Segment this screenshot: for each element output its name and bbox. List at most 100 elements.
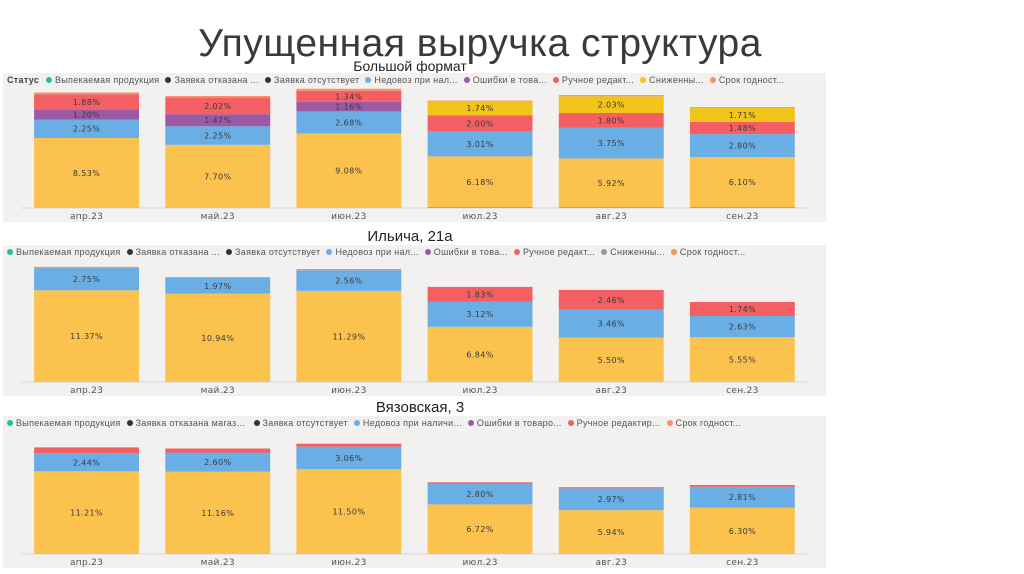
legend-item[interactable]: Снижeнны... — [601, 247, 665, 257]
bar-segment-ошибки-в-товаре[interactable] — [34, 109, 139, 120]
bar-segment-недовоз-при-наличии[interactable] — [165, 452, 271, 472]
legend-item[interactable]: Ошибки в товаро... — [467, 418, 562, 428]
bar-segment-выпекаемая-продукция[interactable] — [689, 207, 795, 208]
bar-segment-недовоз-при-наличии[interactable] — [558, 488, 664, 511]
legend-item[interactable]: Недовоз при нал... — [365, 75, 457, 85]
bar-segment-недовоз-при-наличии[interactable] — [427, 301, 533, 327]
bar-segment-заявка-отсутствует[interactable] — [689, 337, 795, 382]
legend-item[interactable]: Заявка отказана ... — [126, 247, 221, 257]
bar-segment-ручное-редактирование[interactable] — [689, 302, 795, 316]
bar-segment-заявка-отсутствует[interactable] — [558, 337, 664, 382]
bar-segment-недовоз-при-наличии[interactable] — [34, 268, 139, 291]
bar-segment-ручное-редактирование[interactable] — [558, 487, 664, 489]
legend-item[interactable]: Заявка отказана ... — [165, 75, 259, 85]
legend-item[interactable]: Заявка отказана магази... — [126, 418, 248, 428]
bar-segment-недовоз-при-наличии[interactable] — [689, 316, 795, 338]
bar-segment-ручное-редактирование[interactable] — [34, 447, 139, 454]
bar-segment-срок-годности[interactable] — [165, 277, 271, 278]
legend-item[interactable]: Заявка отсутствует — [264, 75, 359, 85]
legend-item[interactable]: Недовоз при нал... — [326, 247, 418, 257]
bar-segment-ручное-редактирование[interactable] — [427, 115, 533, 132]
legend-item[interactable]: Недовоз при наличи... — [353, 418, 462, 428]
bar-segment-сниженные[interactable] — [427, 101, 533, 116]
bar-segment-срок-годности[interactable] — [165, 96, 271, 98]
bar-segment-срок-годности[interactable] — [34, 92, 139, 95]
bar-segment-недовоз-при-наличии[interactable] — [558, 309, 664, 338]
bar-segment-заявка-отсутствует[interactable] — [689, 157, 795, 208]
bar-segment-ручное-редактирование[interactable] — [296, 443, 402, 447]
data-label: 2.97% — [598, 495, 625, 504]
bar-segment-недовоз-при-наличии[interactable] — [165, 277, 271, 294]
bar-segment-ручное-редактирование[interactable] — [34, 94, 139, 110]
legend-item[interactable]: Ручное редакт... — [552, 75, 634, 85]
bar-segment-недовоз-при-наличии[interactable] — [296, 270, 402, 291]
bar-segment-недовоз-при-наличии[interactable] — [689, 134, 795, 158]
bar-segment-ручное-редактирование[interactable] — [558, 289, 664, 310]
bar-segment-заявка-отсутствует[interactable] — [296, 469, 402, 554]
bar-segment-заявка-отсутствует[interactable] — [34, 471, 139, 554]
legend-item[interactable]: Выпекаемая продукция — [45, 75, 160, 85]
legend-item[interactable]: Срок годност... — [666, 418, 742, 428]
bar-segment-срок-годности[interactable] — [689, 107, 795, 108]
bar-segment-сниженные[interactable] — [689, 107, 795, 122]
bar-segment-срок-годности[interactable] — [296, 269, 402, 271]
bar-segment-заявка-отсутствует[interactable] — [558, 158, 664, 208]
bar-segment-ручное-редактирование[interactable] — [296, 90, 402, 102]
bar-segment-выпекаемая-продукция[interactable] — [427, 207, 533, 208]
legend-item[interactable]: Ручное редакт... — [513, 247, 595, 257]
legend-item[interactable]: Сниженны... — [640, 75, 704, 85]
bar-segment-ручное-редактирование[interactable] — [165, 448, 271, 453]
legend-dot-icon — [7, 420, 13, 426]
chart-panel-vyazovskaya: Выпекаемая продукция Заявка отказана мага… — [3, 416, 826, 568]
bar-segment-недовоз-при-наличии[interactable] — [34, 453, 139, 472]
bar-segment-заявка-отсутствует[interactable] — [689, 507, 795, 555]
bar-segment-недовоз-при-наличии[interactable] — [296, 446, 402, 470]
bar-segment-ручное-редактирование[interactable] — [427, 286, 533, 302]
legend-item[interactable]: Ошибки в това... — [463, 75, 547, 85]
legend-item[interactable]: Заявка отсутствует — [253, 418, 348, 428]
bar-segment-срок-годности[interactable] — [34, 266, 139, 269]
bar-segment-заявка-отсутствует[interactable] — [296, 133, 402, 208]
bar-segment-срок-годности[interactable] — [296, 88, 402, 91]
bar-segment-срок-годности[interactable] — [427, 100, 533, 102]
bar-segment-ручное-редактирование[interactable] — [558, 113, 664, 128]
legend-item[interactable]: Выпекаемая продукция — [7, 247, 121, 257]
legend-item[interactable]: Срок годност... — [709, 75, 785, 85]
bar-segment-недовоз-при-наличии[interactable] — [558, 127, 664, 159]
legend-item[interactable]: Ошибки в това... — [424, 247, 508, 257]
bar-segment-ошибки-в-товаре[interactable] — [296, 101, 402, 112]
chart-panel-ilicha: Выпекаемая продукция Заявка отказана ... З… — [3, 245, 826, 396]
bar-segment-сниженные[interactable] — [558, 96, 664, 113]
bar-segment-срок-годности[interactable] — [558, 95, 664, 97]
legend-item[interactable]: Выпекаемая продукция — [7, 418, 121, 428]
bar-segment-недовоз-при-наличии[interactable] — [34, 119, 139, 139]
data-label: 1.71% — [729, 111, 756, 120]
bar-segment-заявка-отсутствует[interactable] — [165, 471, 271, 554]
bar-segment-недовоз-при-наличии[interactable] — [427, 131, 533, 157]
bar-segment-заявка-отсутствует[interactable] — [427, 156, 533, 208]
bar-segment-ошибки-в-товаре[interactable] — [165, 114, 271, 127]
bar-segment-ручное-редактирование[interactable] — [165, 97, 271, 115]
bar-segment-недовоз-при-наличии[interactable] — [296, 111, 402, 134]
bar-segment-заявка-отсутствует[interactable] — [34, 290, 139, 382]
bar-segment-заявка-отсутствует[interactable] — [165, 144, 271, 208]
bar-segment-выпекаемая-продукция[interactable] — [558, 207, 664, 208]
data-label: 11.29% — [332, 333, 365, 342]
bar-segment-заявка-отсутствует[interactable] — [427, 504, 533, 554]
bar-segment-заявка-отсутствует[interactable] — [558, 510, 664, 554]
bar-segment-недовоз-при-наличии[interactable] — [165, 126, 271, 145]
bar-segment-недовоз-при-наличии[interactable] — [427, 483, 533, 505]
bar-segment-недовоз-при-наличии[interactable] — [689, 486, 795, 508]
bar-segment-заявка-отсутствует[interactable] — [34, 137, 139, 208]
bar-segment-ручное-редактирование[interactable] — [689, 485, 795, 487]
data-label: 3.46% — [598, 320, 625, 329]
bar-segment-заявка-отсутствует[interactable] — [427, 326, 533, 382]
legend-item[interactable]: Срок годност... — [670, 247, 746, 257]
legend-item[interactable]: Заявка отсутствует — [226, 247, 320, 257]
bar-segment-ручное-редактирование[interactable] — [427, 482, 533, 484]
bar-segment-заявка-отсутствует[interactable] — [165, 293, 271, 382]
bar-segment-ручное-редактирование[interactable] — [689, 121, 795, 135]
data-label: 2.75% — [73, 275, 100, 284]
legend-item[interactable]: Ручное редактир... — [567, 418, 661, 428]
bar-segment-заявка-отсутствует[interactable] — [296, 290, 402, 382]
